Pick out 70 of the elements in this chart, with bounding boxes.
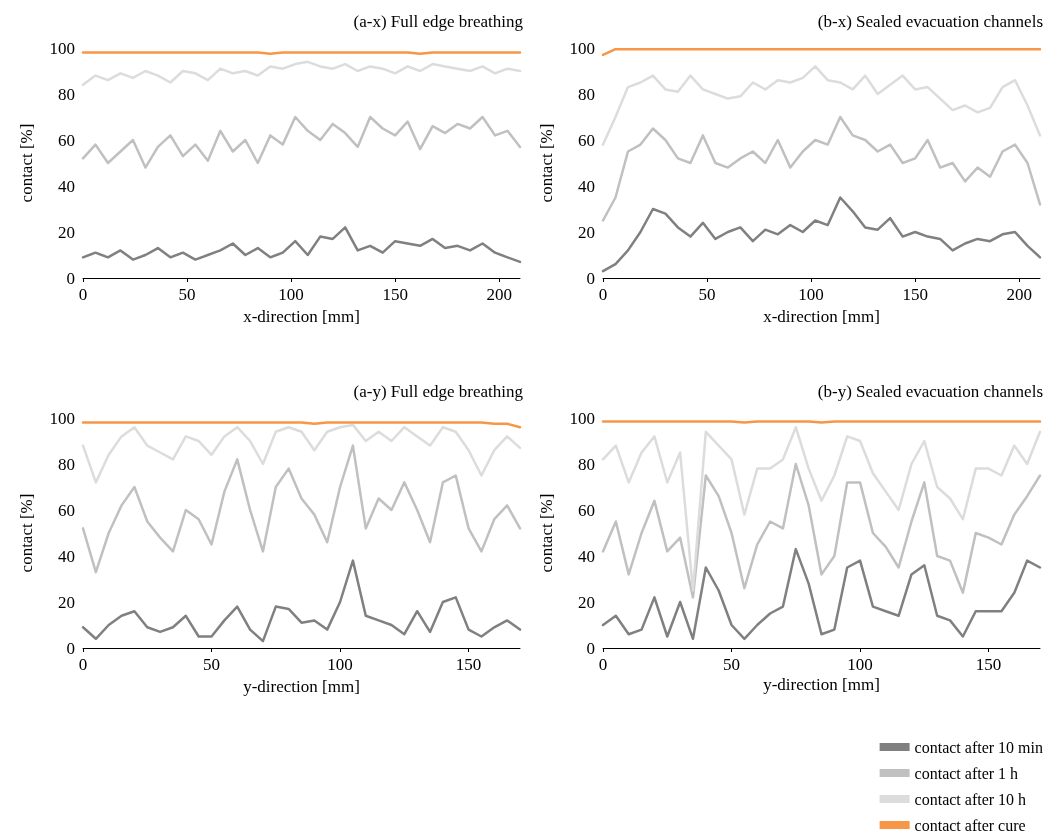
y-tick-label: 100 <box>49 408 75 428</box>
y-tick-label: 40 <box>58 176 75 196</box>
x-tick-label: 150 <box>902 285 928 304</box>
x-tick-label: 100 <box>798 285 824 304</box>
x-tick-label: 0 <box>78 655 88 674</box>
y-tick-label: 40 <box>578 546 595 566</box>
line-series <box>601 65 1042 146</box>
x-tick-label: 150 <box>975 655 1002 674</box>
x-tick-label: 50 <box>203 655 221 674</box>
y-tick-label: 40 <box>578 176 595 196</box>
y-tick-label: 100 <box>569 408 595 428</box>
chart-title: (b-y) Sealed evacuation channels <box>817 382 1044 401</box>
line-series <box>81 559 522 643</box>
x-tick-label: 0 <box>78 285 88 304</box>
x-axis-title: x-direction [mm] <box>763 306 880 326</box>
x-axis-title: y-direction [mm] <box>243 676 360 696</box>
x-tick-label: 200 <box>1006 285 1032 304</box>
x-tick-label: 150 <box>455 655 482 674</box>
line-series <box>81 60 522 87</box>
x-tick-label: 100 <box>327 655 353 674</box>
x-tick-label: 100 <box>847 655 873 674</box>
line-series <box>81 444 522 574</box>
y-tick-label: 60 <box>578 500 595 520</box>
y-tick-label: 20 <box>578 222 595 242</box>
y-tick-label: 20 <box>578 592 595 612</box>
y-tick-label: 80 <box>578 84 595 104</box>
y-tick-label: 80 <box>578 454 595 474</box>
y-tick-label: 40 <box>58 546 75 566</box>
legend-label: contact after 1 h <box>914 764 1019 782</box>
y-tick-label: 0 <box>586 638 595 658</box>
x-tick-label: 0 <box>598 285 608 304</box>
y-axis-title: contact [%] <box>17 123 36 203</box>
chart-title: (b-x) Sealed evacuation channels <box>817 12 1044 31</box>
x-tick-label: 150 <box>382 285 408 304</box>
line-series <box>81 226 522 264</box>
y-tick-label: 60 <box>578 130 595 150</box>
y-tick-label: 20 <box>58 592 75 612</box>
line-series <box>81 423 522 484</box>
chart-title: (a-y) Full edge breathing <box>353 382 524 401</box>
y-tick-label: 60 <box>58 130 75 150</box>
x-axis-title: y-direction [mm] <box>763 675 880 694</box>
line-series <box>601 547 1042 641</box>
chart-title: (a-x) Full edge breathing <box>353 12 524 31</box>
line-series <box>601 115 1042 222</box>
y-tick-label: 60 <box>58 500 75 520</box>
y-tick-label: 20 <box>58 222 75 242</box>
y-axis-title: contact [%] <box>537 493 556 573</box>
line-series <box>601 425 1042 592</box>
y-tick-label: 100 <box>569 38 595 58</box>
x-tick-label: 50 <box>698 285 716 304</box>
legend-label: contact after 10 min <box>914 738 1043 756</box>
x-tick-label: 0 <box>598 655 608 674</box>
x-tick-label: 50 <box>723 655 741 674</box>
x-tick-label: 100 <box>278 285 304 304</box>
legend-label: contact after 10 h <box>914 790 1027 808</box>
line-series <box>601 196 1042 273</box>
line-series <box>81 115 522 169</box>
y-axis-title: contact [%] <box>537 123 556 203</box>
x-tick-label: 50 <box>178 285 196 304</box>
legend-label: contact after cure <box>914 816 1026 834</box>
y-tick-label: 80 <box>58 454 75 474</box>
x-tick-label: 200 <box>486 285 512 304</box>
x-axis-title: x-direction [mm] <box>243 306 360 326</box>
line-series <box>601 462 1042 599</box>
y-tick-label: 0 <box>66 268 75 288</box>
y-tick-label: 0 <box>586 268 595 288</box>
y-tick-label: 0 <box>66 638 75 658</box>
y-tick-label: 80 <box>58 84 75 104</box>
y-tick-label: 100 <box>49 38 75 58</box>
y-axis-title: contact [%] <box>17 493 36 573</box>
